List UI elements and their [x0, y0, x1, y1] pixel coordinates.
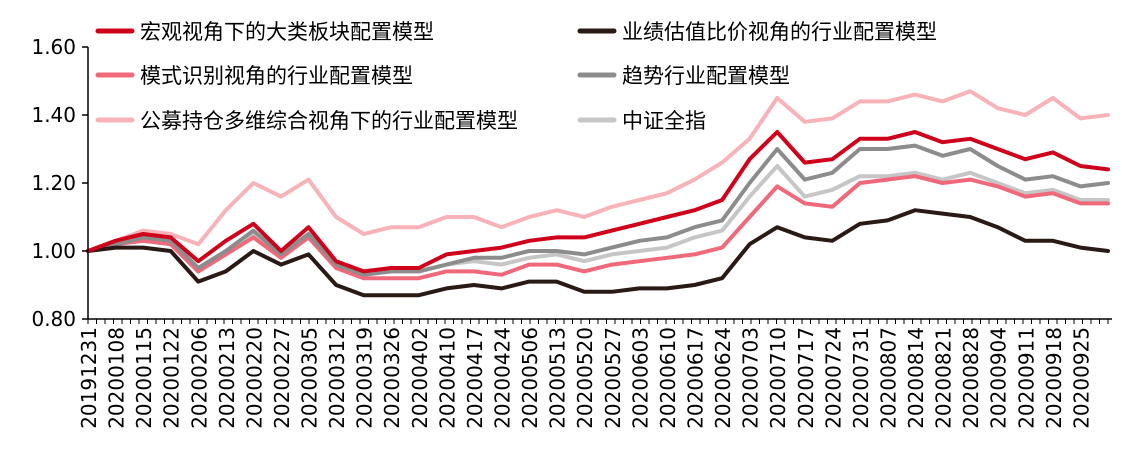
legend-label: 模式识别视角的行业配置模型 [140, 64, 413, 88]
x-tick-label: 20200506 [518, 327, 542, 429]
x-tick-label: 20200911 [1014, 327, 1038, 429]
legend-label: 中证全指 [622, 109, 706, 133]
x-tick-label: 20200710 [766, 327, 790, 429]
x-tick-label: 20200821 [932, 327, 956, 429]
x-tick-label: 20200807 [876, 327, 900, 429]
x-tick-label: 20200319 [353, 327, 377, 429]
x-tick-label: 20200617 [683, 327, 707, 429]
x-tick-label: 20200918 [1042, 327, 1066, 429]
x-tick-label: 20200424 [491, 327, 515, 429]
y-tick-label: 1.60 [31, 35, 76, 59]
legend-item-bg [94, 13, 440, 49]
series-line-5 [86, 164, 1110, 277]
legend-label: 业绩估值比价视角的行业配置模型 [622, 20, 937, 44]
x-tick-label: 20200227 [270, 327, 294, 429]
y-tick-labels: 0.80 1.00 1.20 1.40 1.60 [31, 35, 88, 331]
x-tick-label: 20200410 [435, 327, 459, 429]
x-tick-label: 20200610 [656, 327, 680, 429]
x-tick-label: 20200925 [1069, 327, 1093, 429]
x-tick-label: 20200220 [242, 327, 266, 429]
series-line-3 [86, 143, 1110, 277]
x-tick-label: 20200527 [601, 327, 625, 429]
x-tick-label: 20200305 [298, 327, 322, 429]
series-line-4 [86, 89, 1110, 253]
x-tick-label: 20200814 [904, 327, 928, 429]
y-tick-label: 1.40 [31, 103, 76, 127]
series-line-2 [86, 174, 1110, 281]
x-tick-label: 20200828 [959, 327, 983, 429]
y-tick-label: 0.80 [31, 307, 76, 331]
x-tick-labels: 20191231 20200108 20200115 20200122 20200206… [77, 319, 1109, 429]
y-tick-label: 1.20 [31, 171, 76, 195]
x-tick-label: 20200417 [463, 327, 487, 429]
legend-item-bg [576, 13, 943, 49]
legend-label: 公募持仓多维综合视角下的行业配置模型 [140, 109, 518, 133]
legend-item-bg [94, 57, 419, 93]
x-tick-label: 20200122 [160, 327, 184, 429]
x-tick-label: 20200513 [546, 327, 570, 429]
x-tick-label: 20200206 [187, 327, 211, 429]
x-tick-label: 20200326 [380, 327, 404, 429]
series-lines [86, 89, 1110, 298]
legend: 宏观视角下的大类板块配置模型 业绩估值比价视角的行业配置模型模式识别视角的行业配置… [94, 13, 943, 138]
x-tick-label: 20200520 [573, 327, 597, 429]
y-tick-label: 1.00 [31, 239, 76, 263]
x-tick-label: 20200108 [105, 327, 129, 429]
x-tick-label: 20191231 [77, 327, 101, 429]
x-tick-label: 20200724 [821, 327, 845, 429]
series-line-0 [86, 130, 1110, 274]
series-line-1 [86, 208, 1110, 298]
x-tick-label: 20200603 [628, 327, 652, 429]
x-tick-label: 20200312 [325, 327, 349, 429]
x-tick-label: 20200703 [739, 327, 763, 429]
legend-label: 趋势行业配置模型 [622, 64, 790, 88]
x-tick-label: 20200115 [132, 327, 156, 429]
x-tick-label: 20200213 [215, 327, 239, 429]
x-tick-label: 20200402 [408, 327, 432, 429]
x-tick-label: 20200624 [711, 327, 735, 429]
x-tick-label: 20200717 [794, 327, 818, 429]
x-tick-label: 20200731 [849, 327, 873, 429]
x-tick-label: 20200904 [987, 327, 1011, 429]
legend-item-bg [94, 102, 524, 138]
legend-label: 宏观视角下的大类板块配置模型 [140, 20, 434, 44]
